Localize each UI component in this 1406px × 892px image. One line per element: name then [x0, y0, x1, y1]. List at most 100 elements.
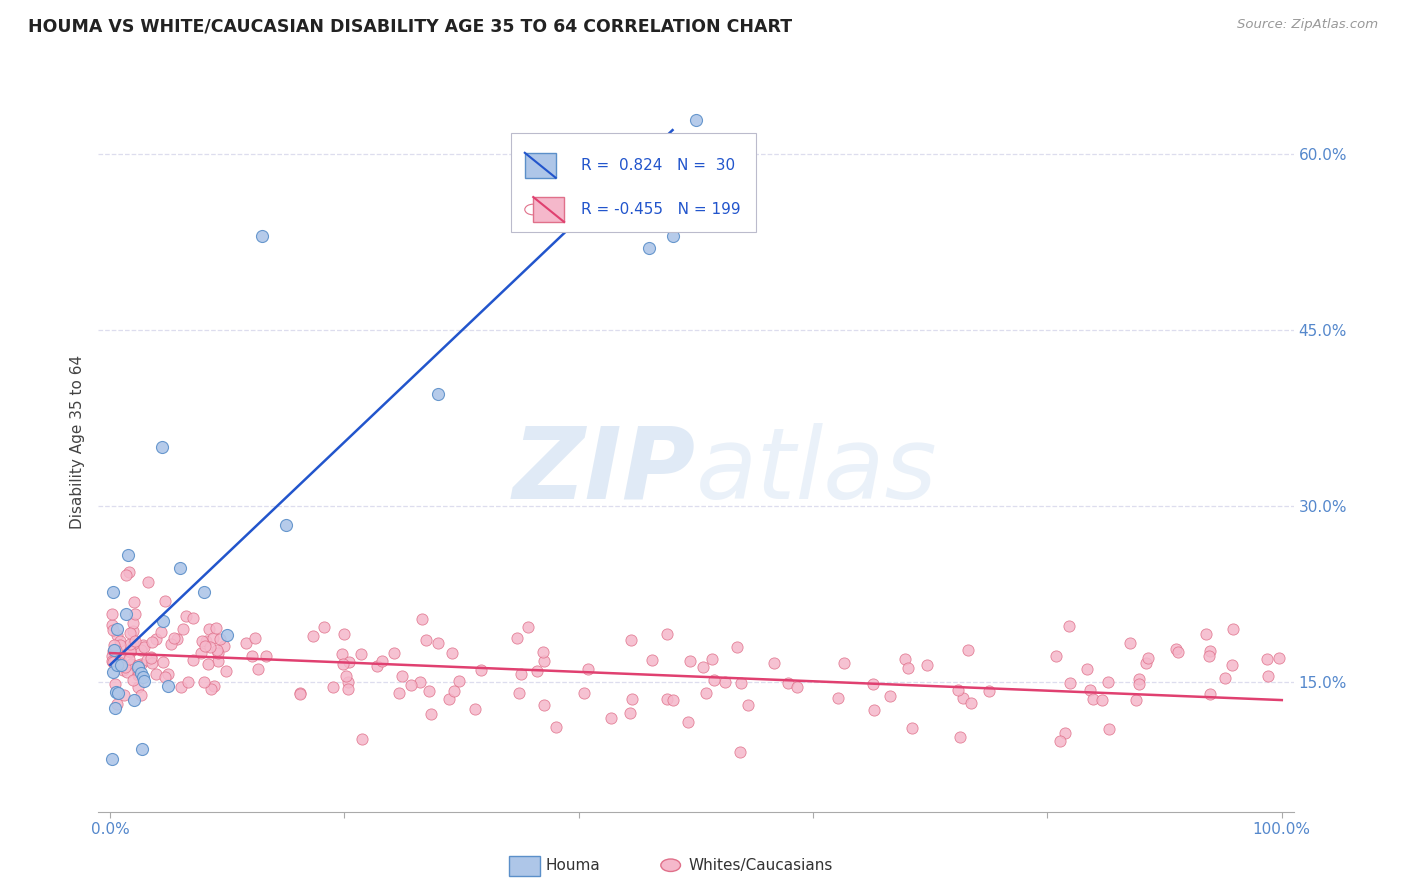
- Point: [443, 684, 465, 698]
- Point: [104, 654, 127, 668]
- Point: [166, 632, 188, 646]
- Point: [101, 618, 124, 632]
- Point: [336, 681, 359, 696]
- Point: [1136, 651, 1159, 665]
- Point: [655, 626, 678, 640]
- Point: [191, 634, 214, 648]
- Point: [388, 686, 411, 700]
- Point: [274, 518, 297, 533]
- Point: [1080, 683, 1102, 698]
- Point: [1220, 657, 1243, 672]
- Point: [135, 653, 157, 667]
- Point: [641, 653, 664, 667]
- Point: [122, 594, 145, 608]
- Point: [506, 631, 529, 645]
- Point: [619, 706, 641, 721]
- Point: [101, 665, 124, 679]
- Point: [202, 679, 225, 693]
- Point: [118, 652, 141, 666]
- Point: [107, 686, 129, 700]
- Point: [177, 675, 200, 690]
- Point: [621, 691, 644, 706]
- Point: [399, 677, 422, 691]
- Point: [1222, 622, 1244, 636]
- Point: [105, 628, 128, 642]
- Point: [576, 662, 599, 676]
- Point: [101, 607, 124, 621]
- Point: [156, 666, 179, 681]
- Point: [470, 663, 492, 677]
- Point: [533, 698, 555, 712]
- Point: [100, 648, 122, 663]
- Point: [415, 632, 437, 647]
- Point: [321, 680, 343, 694]
- Point: [1198, 648, 1220, 663]
- Point: [122, 693, 145, 707]
- Point: [337, 675, 360, 690]
- Point: [464, 702, 486, 716]
- Text: Whites/Caucasians: Whites/Caucasians: [689, 858, 834, 872]
- Point: [827, 691, 849, 706]
- Point: [132, 638, 155, 652]
- Point: [426, 635, 449, 649]
- Point: [157, 679, 180, 693]
- Point: [638, 241, 661, 255]
- Point: [132, 674, 155, 689]
- Point: [439, 691, 461, 706]
- Point: [1119, 635, 1142, 649]
- Point: [114, 660, 136, 674]
- Point: [181, 653, 204, 667]
- Point: [122, 624, 145, 639]
- Text: Source: ZipAtlas.com: Source: ZipAtlas.com: [1237, 18, 1378, 31]
- Point: [163, 631, 186, 645]
- Point: [204, 621, 226, 635]
- Y-axis label: Disability Age 35 to 64: Disability Age 35 to 64: [70, 354, 86, 529]
- Point: [212, 639, 235, 653]
- Point: [103, 642, 125, 657]
- Point: [101, 644, 124, 658]
- Point: [152, 614, 174, 628]
- Point: [101, 654, 124, 668]
- Point: [124, 607, 146, 622]
- Point: [139, 650, 162, 665]
- Point: [127, 660, 149, 674]
- Point: [124, 633, 146, 648]
- Point: [409, 675, 432, 690]
- Point: [105, 622, 128, 636]
- Point: [153, 670, 176, 684]
- Point: [110, 656, 132, 670]
- Point: [447, 674, 470, 689]
- Point: [330, 647, 353, 661]
- Point: [862, 677, 884, 691]
- Point: [730, 676, 752, 690]
- Point: [676, 714, 699, 729]
- Point: [366, 659, 388, 673]
- Point: [155, 594, 177, 608]
- Point: [101, 655, 124, 669]
- Point: [103, 585, 125, 599]
- Point: [235, 636, 257, 650]
- Point: [546, 720, 568, 734]
- Point: [977, 684, 1000, 698]
- Point: [170, 680, 193, 694]
- Point: [762, 656, 785, 670]
- Point: [288, 687, 311, 701]
- Point: [111, 663, 134, 677]
- Point: [1128, 672, 1150, 686]
- Point: [1059, 676, 1081, 690]
- Point: [114, 568, 136, 582]
- Point: [207, 646, 229, 660]
- Point: [129, 643, 152, 657]
- Point: [1076, 662, 1098, 676]
- Point: [145, 632, 167, 647]
- Point: [139, 651, 162, 665]
- Point: [516, 620, 538, 634]
- Point: [118, 644, 141, 658]
- Point: [737, 698, 759, 712]
- Text: R = -0.455   N = 199: R = -0.455 N = 199: [581, 202, 741, 217]
- Point: [897, 660, 920, 674]
- Point: [141, 635, 163, 649]
- Point: [118, 637, 141, 651]
- Point: [879, 689, 901, 703]
- Point: [252, 228, 274, 243]
